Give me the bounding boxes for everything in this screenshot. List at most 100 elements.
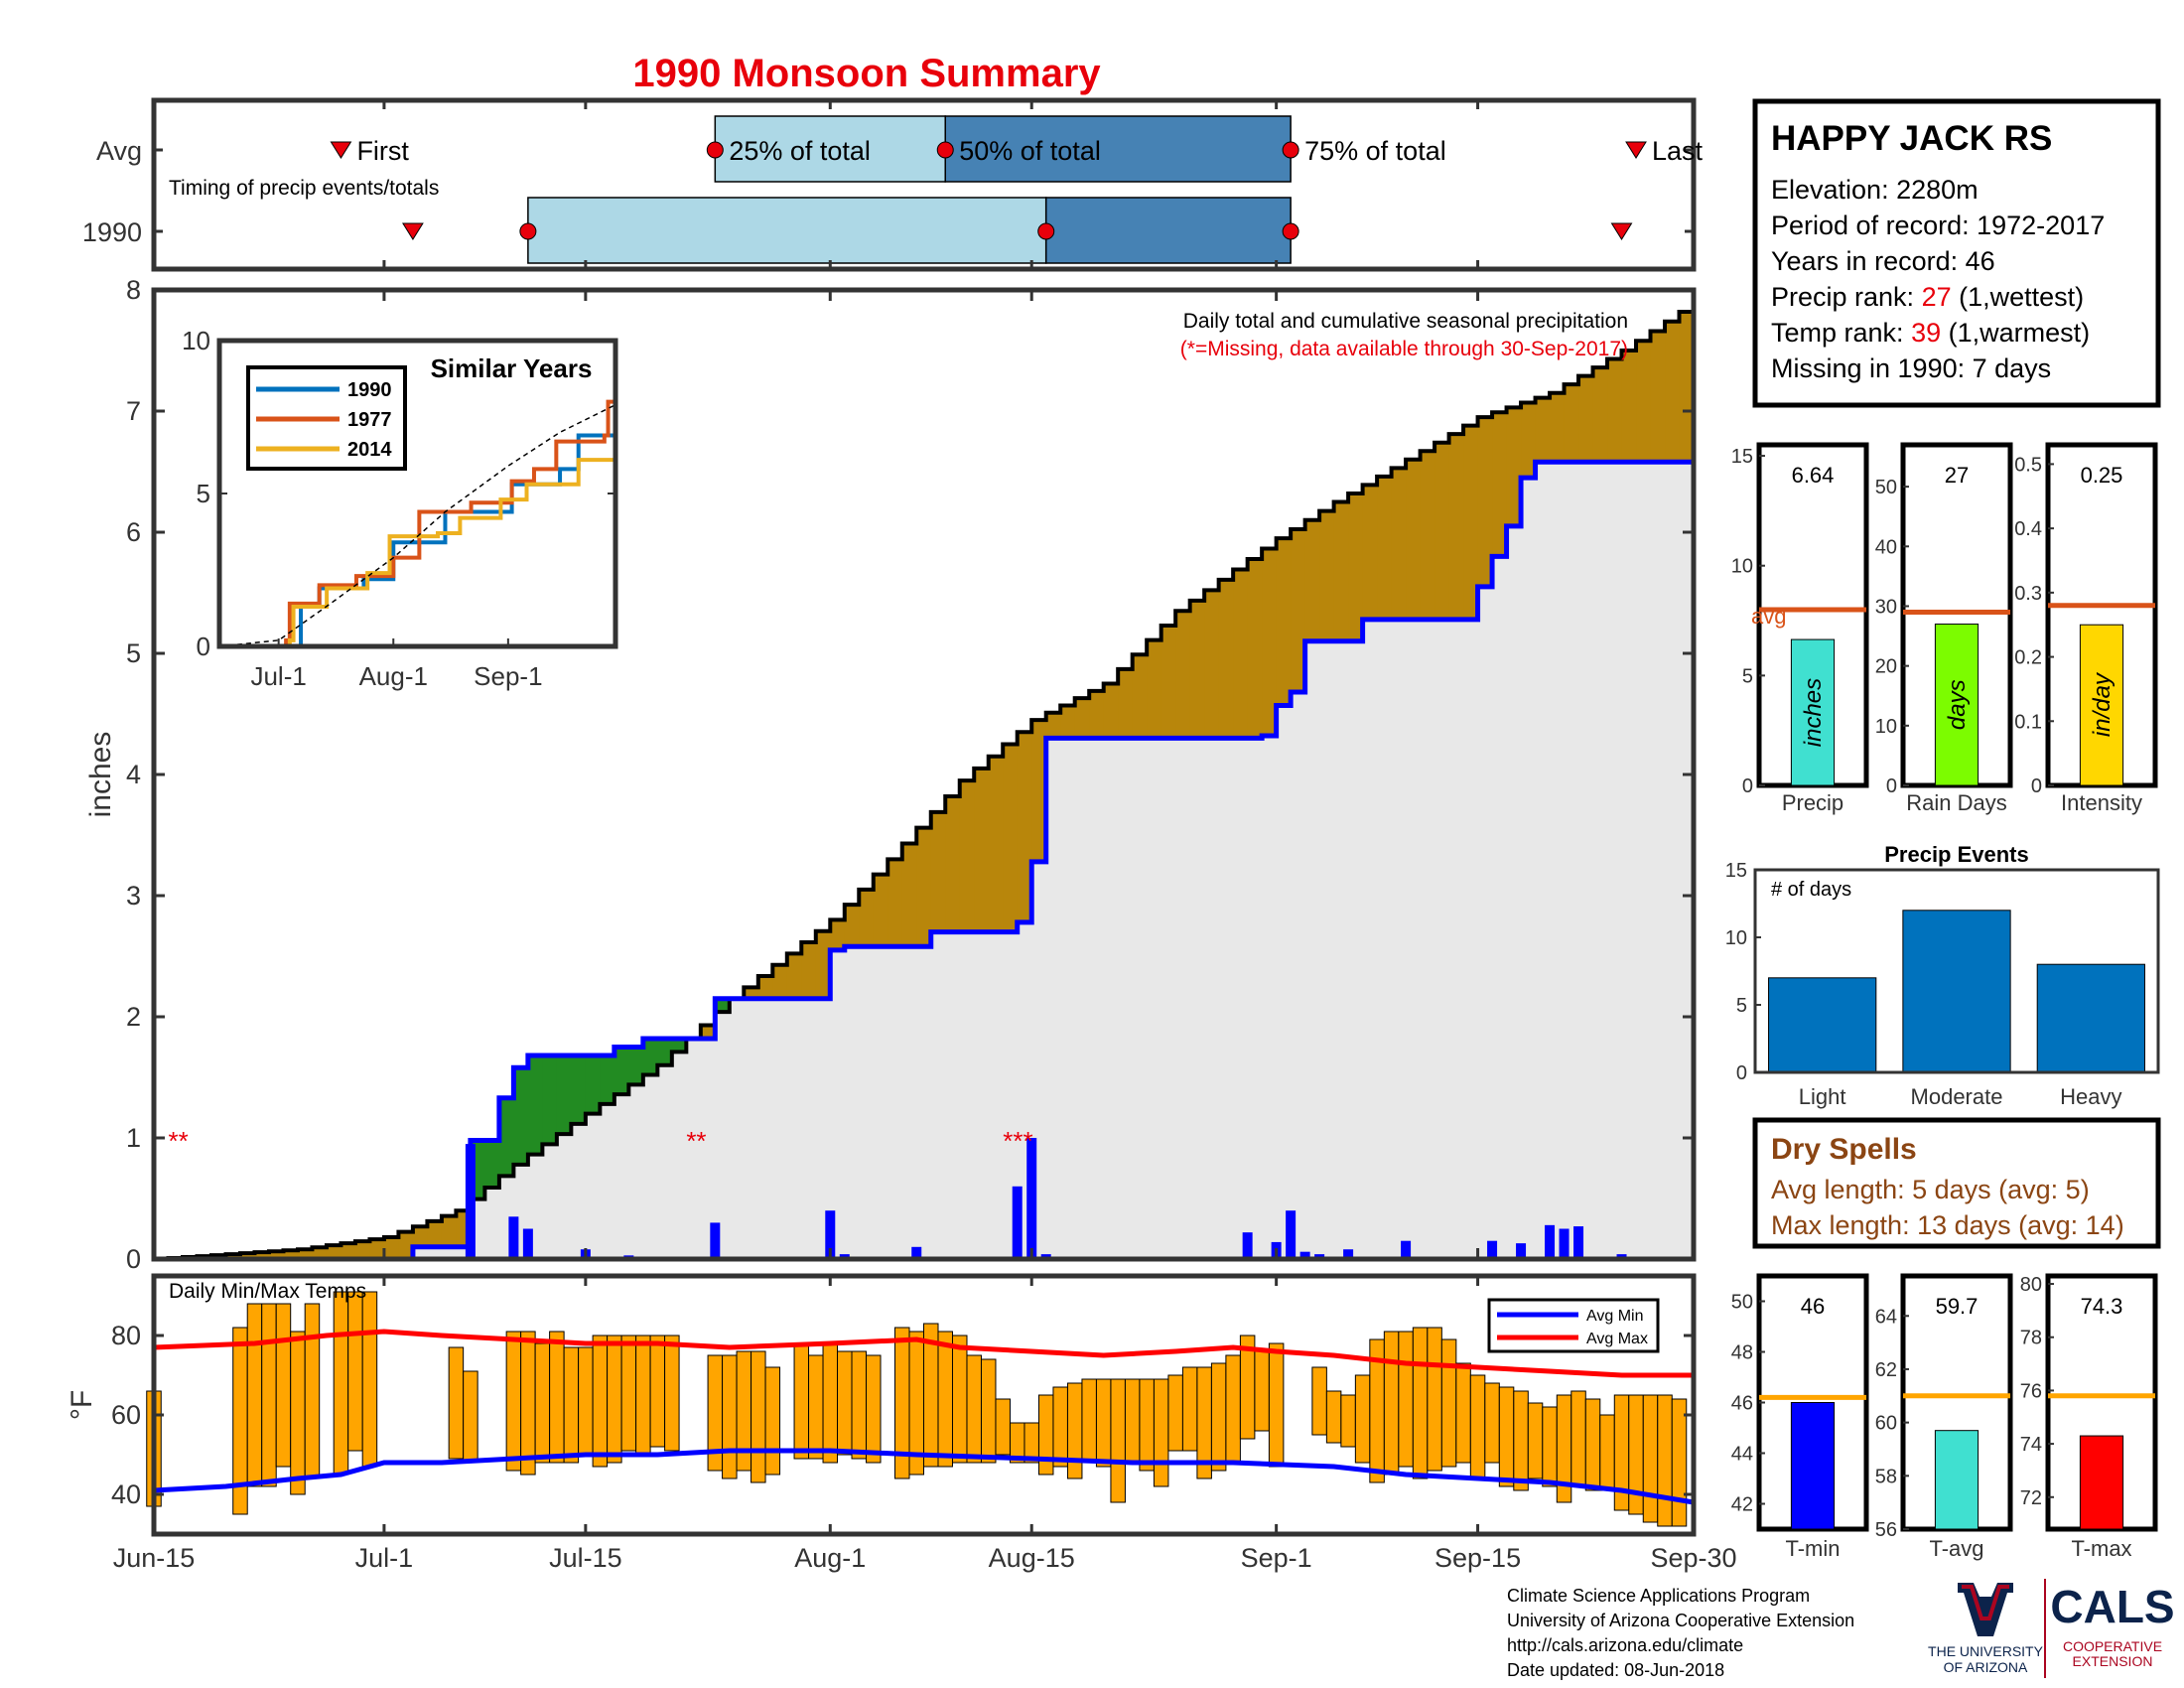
daily-precip-bar — [508, 1216, 519, 1259]
daily-temp-bar — [1513, 1390, 1529, 1491]
below-avg-band — [254, 1252, 270, 1259]
daily-temp-bar — [635, 1335, 651, 1456]
panel-bar — [2079, 624, 2124, 786]
daily-temp-bar — [1139, 1378, 1155, 1472]
below-avg-band — [1521, 402, 1537, 479]
daily-precip-bar — [522, 1228, 533, 1259]
below-avg-band — [441, 1215, 458, 1247]
daily-temp-bar — [1340, 1394, 1356, 1448]
events-ytick-label: 5 — [1736, 995, 1747, 1017]
panel-ytick-label: 56 — [1875, 1519, 1897, 1541]
daily-temp-bar — [1427, 1327, 1442, 1472]
daily-temp-bar — [1657, 1394, 1673, 1527]
daily-temp-bar — [1153, 1378, 1169, 1487]
daily-precip-bar — [1559, 1228, 1570, 1259]
below-avg-band — [1607, 358, 1623, 463]
main-note-2: (*=Missing, data available through 30-Se… — [1180, 338, 1628, 360]
missing-mark: ** — [168, 1126, 188, 1156]
cals-logo-sub-1: COOPERATIVE — [2063, 1638, 2162, 1654]
panel-ytick-label: 44 — [1731, 1444, 1753, 1466]
below-avg-band — [1492, 412, 1508, 557]
panel-value: 74.3 — [2081, 1294, 2123, 1319]
y1990-p25-marker — [519, 222, 537, 240]
below-avg-band — [873, 874, 888, 947]
below-avg-band — [700, 1025, 716, 1039]
below-avg-band — [1506, 407, 1522, 526]
last-label: Last — [1652, 136, 1704, 166]
main-ytick-label: 2 — [126, 1002, 141, 1032]
daily-temp-bar — [1484, 1382, 1500, 1464]
below-avg-band — [1247, 559, 1263, 739]
inset-xtick-label: Sep-1 — [474, 661, 542, 691]
panel-bar — [1790, 638, 1836, 786]
panel-ytick-label: 0.1 — [2014, 711, 2042, 733]
panel-ytick-label: 50 — [1731, 1292, 1753, 1314]
daily-temp-bar — [1383, 1331, 1400, 1476]
panel-ytick-label: 40 — [1875, 536, 1897, 558]
panel-value: 46 — [1801, 1294, 1825, 1319]
events-ylabel: # of days — [1771, 879, 1851, 901]
panel-ytick-label: 76 — [2020, 1380, 2042, 1402]
date-tick-label: Jul-1 — [355, 1543, 414, 1573]
below-avg-band — [1045, 712, 1061, 739]
events-ytick-label: 15 — [1725, 860, 1747, 882]
daily-temp-bar — [995, 1398, 1011, 1456]
daily-temp-bar — [822, 1342, 839, 1464]
daily-temp-bar — [937, 1331, 953, 1468]
below-avg-band — [1276, 538, 1292, 706]
below-avg-band — [887, 859, 903, 947]
panel-category: Intensity — [2061, 790, 2142, 815]
temp-summary-panels: 46 T-min 42 44 46 48 50 59.7 T-avg 56 58 60 62 64 74.3… — [1731, 1273, 2158, 1561]
avg-min-line — [153, 1448, 1695, 1505]
below-avg-band — [1189, 600, 1205, 739]
panel-ytick-label: 48 — [1731, 1342, 1753, 1364]
panel-ytick-label: 0 — [1886, 775, 1897, 797]
main-ytick-label: 0 — [126, 1244, 141, 1274]
university-of-arizona-logo: THE UNIVERSITY OF ARIZONA — [1928, 1583, 2044, 1675]
dry-spells-title: Dry Spells — [1771, 1133, 1917, 1166]
inset-series-line — [219, 435, 617, 648]
below-avg-band — [1391, 468, 1407, 620]
below-avg-band — [1003, 744, 1019, 932]
daily-temp-bar — [534, 1342, 551, 1464]
daily-temp-bar — [1110, 1378, 1126, 1503]
below-avg-band — [1377, 476, 1393, 620]
daily-precip-bar — [1487, 1240, 1498, 1259]
daily-temp-bar — [751, 1350, 766, 1483]
daily-precip-bar — [1012, 1186, 1023, 1259]
above-avg-band — [571, 1055, 587, 1124]
below-avg-band — [1463, 425, 1479, 620]
y1990-cumulative-line — [154, 459, 1694, 1262]
below-avg-band — [1564, 384, 1579, 463]
avg-50-75-box — [944, 115, 1292, 183]
y1990-last-marker — [1610, 222, 1633, 240]
below-avg-band — [1448, 434, 1464, 620]
avg-first-marker — [330, 141, 352, 159]
above-avg-band — [671, 1038, 687, 1053]
daily-temp-bar — [304, 1303, 321, 1479]
daily-precip-bar — [1026, 1138, 1037, 1259]
footer-line-4: Date updated: 08-Jun-2018 — [1507, 1660, 1724, 1680]
below-avg-band — [1074, 698, 1090, 739]
below-avg-band — [1362, 485, 1378, 620]
below-avg-band — [412, 1226, 429, 1247]
baseline-area — [154, 462, 1694, 1259]
daily-temp-bar — [1167, 1374, 1183, 1452]
panel-value: 59.7 — [1936, 1294, 1979, 1319]
daily-temp-bar — [1268, 1342, 1285, 1468]
p25-label: 25% of total — [729, 136, 871, 166]
daily-temp-bar — [1412, 1327, 1429, 1479]
daily-temp-bar — [1254, 1350, 1270, 1432]
figure-title: 1990 Monsoon Summary — [632, 52, 1101, 95]
daily-temp-bar — [1095, 1378, 1112, 1468]
panel-category: T-min — [1786, 1536, 1841, 1561]
daily-temp-bar — [808, 1354, 824, 1460]
below-avg-band — [916, 827, 932, 947]
daily-temp-bar — [1037, 1394, 1054, 1476]
timing-panel: Avg 1990 Timing of precip events/totals Fir… — [82, 97, 1704, 272]
daily-temp-bar — [448, 1346, 465, 1460]
below-avg-band — [326, 1245, 342, 1259]
daily-temp-bar — [837, 1350, 853, 1456]
panel-ytick-label: 42 — [1731, 1494, 1753, 1516]
inset-xtick-label: Aug-1 — [359, 661, 428, 691]
